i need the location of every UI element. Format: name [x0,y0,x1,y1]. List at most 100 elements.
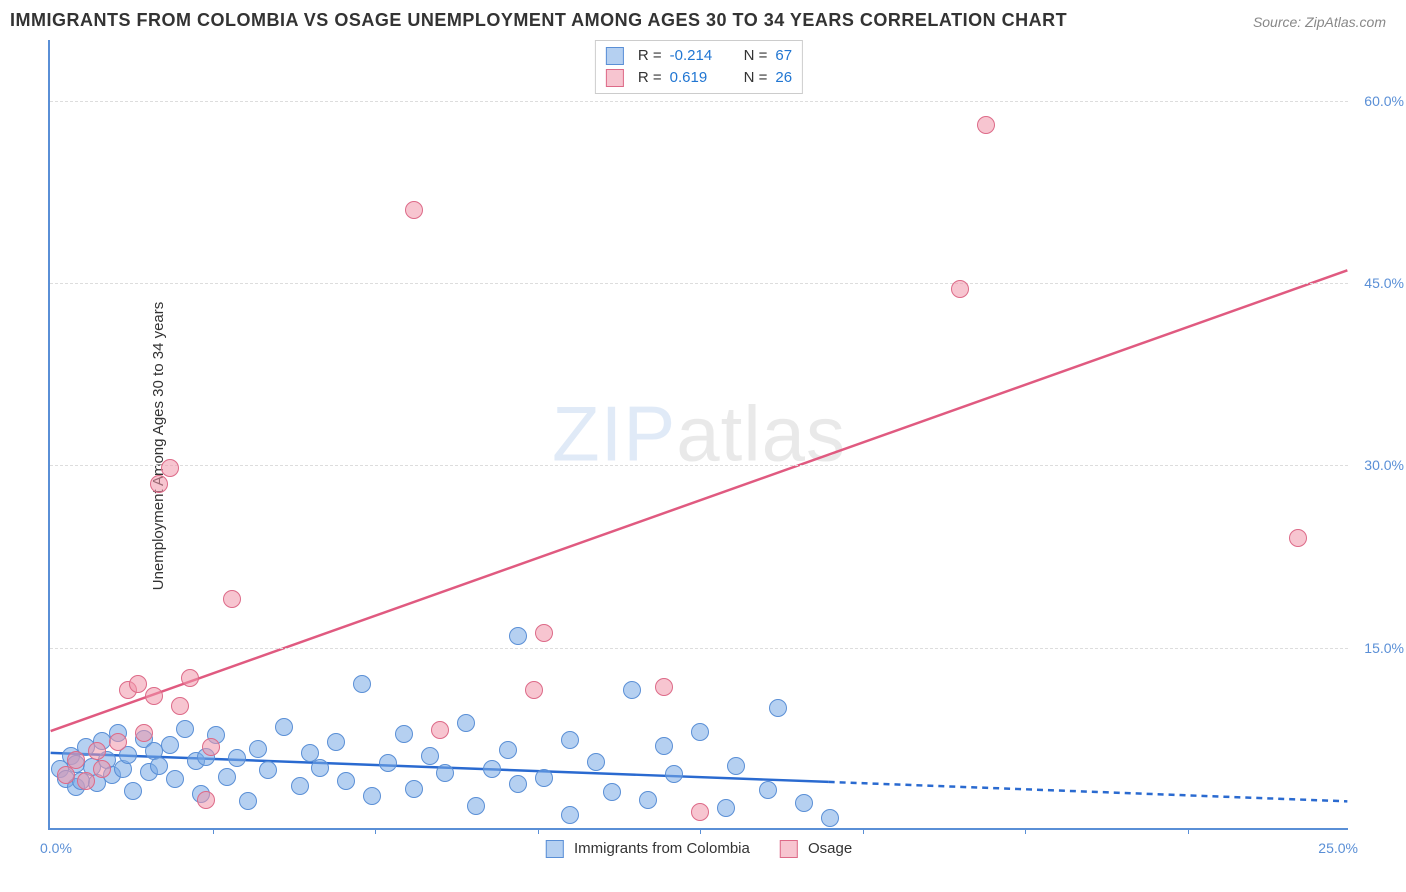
x-tick-mark [700,828,701,834]
data-point-osage [655,678,673,696]
legend-item-colombia: Immigrants from Colombia [546,840,750,858]
data-point-colombia [436,764,454,782]
data-point-colombia [509,775,527,793]
r-value-colombia: -0.214 [670,45,726,67]
data-point-colombia [457,714,475,732]
data-point-colombia [561,806,579,824]
gridline-h [50,101,1348,102]
data-point-osage [431,721,449,739]
chart-title: IMMIGRANTS FROM COLOMBIA VS OSAGE UNEMPL… [10,10,1067,31]
data-point-colombia [405,780,423,798]
data-point-colombia [239,792,257,810]
data-point-colombia [363,787,381,805]
y-tick-label: 15.0% [1364,640,1404,656]
data-point-osage [181,669,199,687]
data-point-colombia [228,749,246,767]
source-attribution: Source: ZipAtlas.com [1253,14,1386,30]
plot-area: ZIPatlas R = -0.214 N = 67 R = 0.619 N =… [48,40,1348,830]
data-point-colombia [421,747,439,765]
data-point-osage [93,760,111,778]
data-point-colombia [623,681,641,699]
data-point-colombia [395,725,413,743]
legend-square-osage [606,69,624,87]
data-point-colombia [639,791,657,809]
x-tick-mark [375,828,376,834]
legend-label-osage: Osage [808,840,852,857]
data-point-osage [88,742,106,760]
data-point-osage [77,772,95,790]
data-point-colombia [327,733,345,751]
data-point-osage [691,803,709,821]
data-point-colombia [603,783,621,801]
data-point-osage [951,280,969,298]
data-point-osage [67,751,85,769]
data-point-osage [535,624,553,642]
data-point-colombia [727,757,745,775]
legend-square-colombia [546,840,564,858]
r-label: R = [638,45,662,67]
data-point-osage [171,697,189,715]
data-point-colombia [150,757,168,775]
legend-square-osage [780,840,798,858]
data-point-colombia [769,699,787,717]
data-point-colombia [291,777,309,795]
x-tick-max: 25.0% [1318,840,1358,856]
data-point-colombia [337,772,355,790]
correlation-row-colombia: R = -0.214 N = 67 [606,45,792,67]
y-tick-label: 45.0% [1364,275,1404,291]
data-point-colombia [311,759,329,777]
data-point-colombia [535,769,553,787]
data-point-colombia [124,782,142,800]
data-point-colombia [353,675,371,693]
data-point-colombia [166,770,184,788]
data-point-colombia [665,765,683,783]
y-tick-label: 60.0% [1364,93,1404,109]
data-point-colombia [759,781,777,799]
data-point-colombia [795,794,813,812]
data-point-colombia [561,731,579,749]
regression-line-osage [51,270,1348,731]
data-point-colombia [821,809,839,827]
chart-container: IMMIGRANTS FROM COLOMBIA VS OSAGE UNEMPL… [0,0,1406,892]
x-tick-mark [213,828,214,834]
y-tick-label: 30.0% [1364,457,1404,473]
n-value-osage: 26 [775,67,792,89]
data-point-osage [145,687,163,705]
data-point-colombia [483,760,501,778]
data-point-osage [109,733,127,751]
data-point-osage [223,590,241,608]
data-point-colombia [717,799,735,817]
correlation-legend: R = -0.214 N = 67 R = 0.619 N = 26 [595,40,803,94]
correlation-row-osage: R = 0.619 N = 26 [606,67,792,89]
data-point-colombia [499,741,517,759]
data-point-osage [150,475,168,493]
data-point-osage [405,201,423,219]
regression-line-dashed-colombia [829,782,1348,801]
watermark-thin: atlas [676,390,846,478]
x-tick-min: 0.0% [40,840,72,856]
n-label: N = [744,45,768,67]
x-tick-mark [863,828,864,834]
data-point-colombia [249,740,267,758]
data-point-colombia [259,761,277,779]
data-point-colombia [161,736,179,754]
r-value-osage: 0.619 [670,67,726,89]
legend-item-osage: Osage [780,840,852,858]
data-point-osage [977,116,995,134]
data-point-osage [202,738,220,756]
data-point-colombia [176,720,194,738]
data-point-colombia [218,768,236,786]
data-point-osage [129,675,147,693]
data-point-osage [197,791,215,809]
data-point-osage [1289,529,1307,547]
data-point-colombia [691,723,709,741]
legend-label-colombia: Immigrants from Colombia [574,840,750,857]
data-point-osage [135,724,153,742]
data-point-colombia [655,737,673,755]
data-point-colombia [379,754,397,772]
gridline-h [50,465,1348,466]
data-point-osage [161,459,179,477]
data-point-colombia [587,753,605,771]
series-legend: Immigrants from Colombia Osage [546,840,852,858]
n-value-colombia: 67 [775,45,792,67]
